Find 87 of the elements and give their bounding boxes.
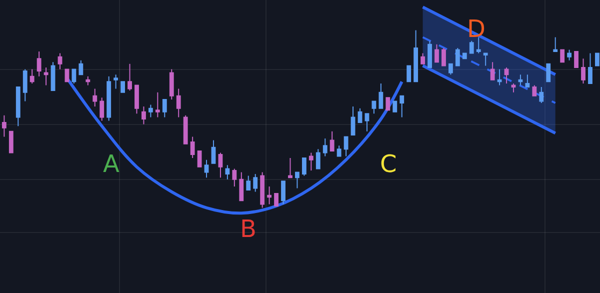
candlestick	[78, 60, 84, 76]
candlestick	[448, 63, 453, 76]
candlestick	[72, 68, 76, 84]
candlestick	[134, 84, 139, 114]
candlestick	[392, 100, 398, 112]
candlestick	[8, 130, 14, 154]
candlestick	[574, 51, 578, 68]
candlestick	[581, 58, 586, 84]
candlestick	[316, 148, 320, 170]
candlestick	[308, 152, 314, 171]
candlestick	[595, 52, 600, 66]
candlestick	[330, 130, 334, 152]
candlestick	[483, 52, 488, 66]
candlestick	[246, 175, 251, 191]
candlestick	[546, 63, 551, 82]
candlestick	[406, 65, 412, 82]
candlestick	[511, 82, 516, 93]
candlestick	[372, 100, 376, 114]
candlestick	[560, 49, 565, 63]
candlestick	[183, 114, 188, 144]
candlestick	[120, 81, 125, 93]
candlestick	[414, 30, 418, 82]
candlestick	[518, 74, 523, 86]
candlestick	[260, 172, 265, 208]
candlestick	[386, 97, 390, 111]
candlestick	[239, 172, 244, 202]
candlestick	[128, 63, 132, 92]
candlestick	[497, 68, 502, 86]
candlestick	[211, 140, 216, 164]
candlestick	[190, 136, 195, 159]
candlestick	[434, 44, 439, 63]
candlestick	[442, 47, 446, 66]
candlestick	[92, 88, 98, 108]
candlestick	[16, 86, 20, 127]
candlestick	[155, 92, 160, 118]
candlestick	[588, 52, 592, 84]
candlestick	[30, 68, 34, 84]
candlestick	[2, 114, 6, 138]
candlestick	[462, 52, 467, 60]
candlestick	[142, 106, 146, 125]
candlestick	[567, 49, 572, 61]
candlestick	[302, 158, 306, 176]
candlestick	[322, 138, 328, 157]
candlestick	[253, 174, 258, 192]
candlestick	[100, 97, 104, 122]
candlestick	[218, 152, 223, 178]
candlestick	[232, 168, 237, 187]
annotation: C	[380, 150, 397, 178]
candlestick	[44, 66, 48, 86]
candlestick	[162, 98, 167, 118]
candlestick	[364, 113, 370, 132]
candlestick	[344, 136, 348, 157]
candlestick	[176, 88, 181, 118]
candlestick	[36, 51, 42, 77]
candlestick	[539, 86, 544, 104]
candlestick	[281, 180, 286, 205]
candlestick	[86, 76, 90, 86]
candlestick	[225, 164, 230, 180]
candlestick	[58, 52, 62, 70]
candlestick	[267, 186, 272, 205]
candlestick	[288, 158, 292, 178]
candlestick	[169, 68, 174, 100]
candlestick	[504, 66, 509, 84]
candlestick	[455, 47, 460, 66]
candlestick	[420, 52, 425, 64]
annotation: A	[103, 150, 120, 178]
candlestick	[114, 74, 118, 90]
candlestick	[532, 84, 537, 96]
candlestick	[350, 106, 356, 136]
candlestick	[378, 82, 384, 109]
candlestick	[428, 40, 432, 68]
candlestick	[106, 76, 112, 122]
candlestick	[469, 40, 474, 54]
candlestick	[295, 172, 300, 189]
candlestick	[490, 62, 495, 80]
candlestick	[358, 108, 362, 124]
candlestick	[197, 150, 202, 168]
candlestick	[50, 62, 56, 92]
candlestick	[553, 36, 558, 52]
text: B	[240, 215, 256, 243]
candlestick	[400, 95, 404, 118]
candlestick	[274, 193, 278, 206]
candlestick	[204, 159, 209, 178]
candlestick	[148, 104, 153, 118]
candlestick	[525, 74, 530, 88]
candlestick	[336, 145, 342, 157]
candlestick	[22, 68, 28, 102]
